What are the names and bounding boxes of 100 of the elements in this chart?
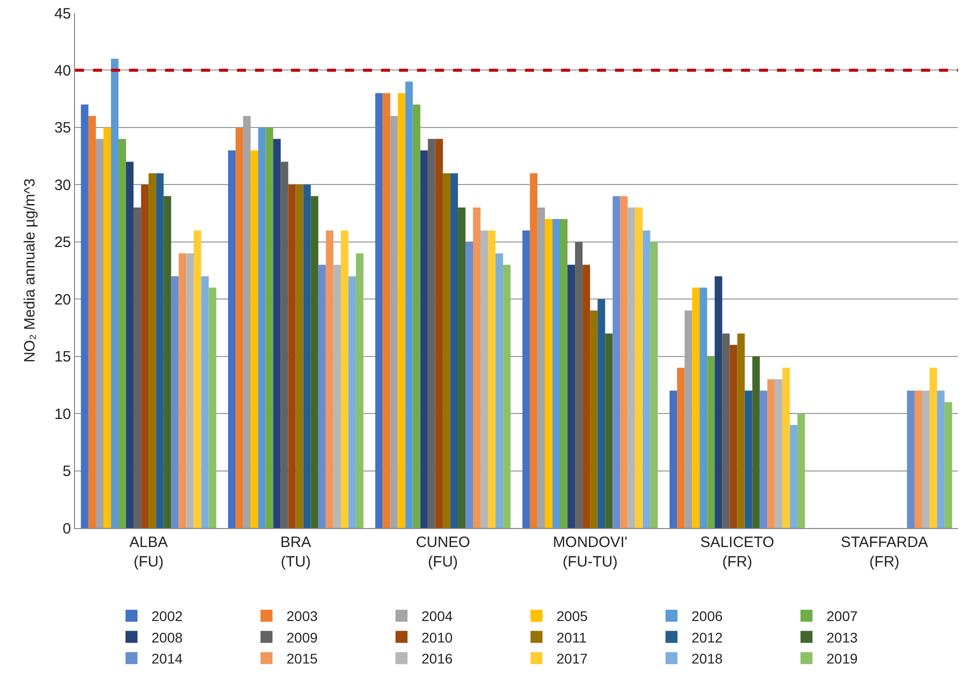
bar <box>194 230 202 528</box>
y-tick-label: 10 <box>54 406 71 423</box>
bar <box>642 230 650 528</box>
y-axis-title: NO₂ Media annuale µg/m^3 <box>22 178 39 363</box>
y-tick-label: 45 <box>54 5 71 22</box>
y-tick-label: 30 <box>54 176 71 194</box>
bar <box>612 196 620 528</box>
bar <box>266 127 274 528</box>
legend-label: 2011 <box>556 629 587 646</box>
bar <box>488 230 496 528</box>
bar <box>110 58 118 528</box>
bar <box>340 230 348 528</box>
bar <box>944 402 952 528</box>
legend-label: 2004 <box>422 608 453 624</box>
bar <box>236 127 244 528</box>
bar <box>496 253 504 528</box>
legend-label: 2016 <box>422 650 453 667</box>
bar <box>797 414 805 528</box>
bar <box>420 150 428 528</box>
bar <box>228 150 236 528</box>
bar <box>296 184 304 528</box>
bar <box>560 219 568 528</box>
bar <box>544 219 552 528</box>
bar <box>480 230 488 528</box>
bar <box>458 208 466 528</box>
bar <box>280 162 288 528</box>
bar <box>552 219 560 528</box>
bar <box>922 390 930 528</box>
bar <box>288 184 296 528</box>
x-tick-label: MONDOVI' (FU-TU) <box>552 534 628 570</box>
legend-label: 2005 <box>556 608 588 624</box>
x-tick-label: BRA (TU) <box>280 534 312 570</box>
bar <box>141 184 149 528</box>
bar <box>398 93 406 528</box>
bar <box>450 173 458 528</box>
bar <box>722 333 730 528</box>
x-tick-label: SALICETO (FR) <box>700 534 774 570</box>
bar <box>348 276 356 528</box>
legend-label: 2013 <box>826 629 858 646</box>
bar <box>707 356 715 528</box>
legend-label: 2018 <box>692 650 723 667</box>
x-tick-label: ALBA (FU) <box>129 534 168 570</box>
bar <box>465 242 473 528</box>
bar <box>318 264 326 528</box>
bar <box>118 138 126 528</box>
x-tick-label: STAFFARDA (FR) <box>840 534 928 570</box>
bar <box>914 390 922 528</box>
legend-label: 2019 <box>826 650 858 667</box>
bar <box>730 344 738 528</box>
bar <box>782 368 790 528</box>
bar <box>650 242 658 528</box>
bar <box>752 356 760 528</box>
bar <box>412 104 420 528</box>
y-tick-label: 25 <box>54 234 71 252</box>
legend-label: 2002 <box>152 608 183 624</box>
bar <box>635 208 643 528</box>
bar <box>171 276 179 528</box>
bar <box>88 116 96 528</box>
bar <box>333 264 341 528</box>
legend-label: 2008 <box>152 629 183 646</box>
bar <box>326 230 334 528</box>
bar <box>390 116 398 528</box>
bar <box>356 253 364 528</box>
bar <box>744 390 752 528</box>
y-tick-label: 35 <box>54 120 71 137</box>
bar <box>700 288 708 528</box>
bar <box>530 173 538 528</box>
bar <box>208 288 216 528</box>
bar <box>522 230 530 528</box>
legend-label: 2007 <box>826 608 858 624</box>
bar <box>310 196 318 528</box>
bar <box>164 196 172 528</box>
y-tick-label: 0 <box>62 520 71 538</box>
bar <box>96 138 104 528</box>
bar <box>473 208 481 528</box>
bar <box>620 196 628 528</box>
bar <box>670 390 678 528</box>
bar <box>737 333 745 528</box>
bar <box>568 264 576 528</box>
x-tick-label: CUNEO (FU) <box>416 534 470 570</box>
bar <box>178 253 186 528</box>
y-tick-label: 5 <box>62 463 71 480</box>
bar <box>186 253 194 528</box>
bar <box>428 138 436 528</box>
bar <box>258 127 266 528</box>
bar <box>714 276 722 528</box>
bar <box>405 82 413 528</box>
legend-label: 2017 <box>556 650 588 667</box>
bar <box>435 138 443 528</box>
bar <box>382 93 390 528</box>
bar <box>930 368 938 528</box>
bar <box>273 138 281 528</box>
legend-label: 2003 <box>286 608 318 624</box>
bar <box>201 276 209 528</box>
bar <box>598 299 606 528</box>
legend-label: 2010 <box>422 629 453 646</box>
bar <box>605 333 613 528</box>
bar <box>80 104 88 528</box>
legend-label: 2015 <box>286 650 318 667</box>
bar <box>134 208 142 528</box>
